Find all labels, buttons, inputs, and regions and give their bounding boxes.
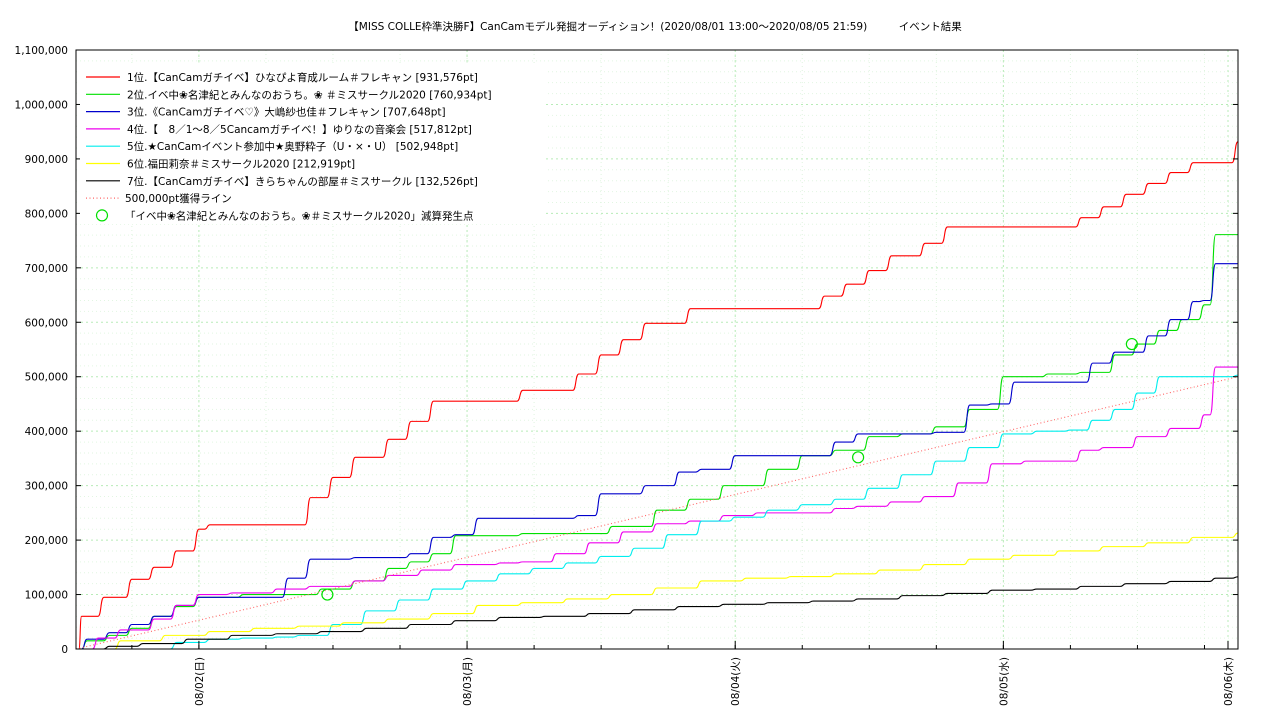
y-tick-label: 1,000,000 (15, 99, 68, 111)
x-tick-label: 08/03(月) (462, 657, 474, 706)
x-tick-label: 08/05(水) (998, 657, 1010, 706)
legend: 1位.【CanCamガチイベ】ひなぴよ育成ルーム＃フレキャン [931,576p… (80, 64, 545, 224)
y-tick-label: 200,000 (25, 535, 68, 547)
legend-marker-swatch (95, 209, 109, 222)
legend-label: 500,000pt獲得ライン (125, 192, 232, 205)
legend-label: 6位.福田莉奈＃ミスサークル2020 [212,919pt] (127, 158, 355, 171)
legend-label: 4位.【 8／1〜8／5Cancamガチイベ！】ゆりなの音楽会 [517,812… (127, 123, 472, 136)
series-line-7 (76, 576, 1239, 650)
decrease-marker (1125, 337, 1138, 351)
grid (76, 50, 1238, 649)
x-tick-label: 08/06(木) (1223, 657, 1235, 706)
series-line-6 (76, 532, 1239, 650)
legend-label: 1位.【CanCamガチイベ】ひなぴよ育成ルーム＃フレキャン [931,576p… (127, 71, 478, 84)
decrease-marker (852, 451, 865, 464)
legend-box (80, 64, 545, 224)
y-tick-label: 1,100,000 (15, 45, 68, 57)
y-tick-label: 400,000 (25, 426, 68, 438)
y-tick-label: 100,000 (25, 590, 68, 602)
series-line-5 (76, 374, 1239, 650)
y-tick-label: 600,000 (25, 317, 68, 329)
x-tick-label: 08/04(火) (730, 657, 742, 706)
y-tick-label: 0 (61, 644, 68, 656)
y-tick-label: 300,000 (25, 481, 68, 493)
series-line-3 (76, 263, 1238, 650)
marker-layer (321, 337, 1138, 601)
legend-label: 「イベ中❀名津紀とみんなのおうち。❀＃ミスサークル2020」減算発生点 (125, 209, 474, 222)
series-line-8 (75, 376, 1239, 650)
x-tick-label: 08/02(日) (194, 657, 206, 706)
chart-title: 【MISS COLLE枠準決勝F】CanCamモデル発掘オーディション！(202… (348, 20, 962, 33)
series-layer (75, 141, 1239, 650)
plot-frame (75, 49, 1239, 650)
legend-label: 3位.《CanCamガチイベ♡》大嶋紗也佳＃フレキャン [707,648pt] (127, 106, 446, 119)
legend-label: 7位.【CanCamガチイベ】きらちゃんの部屋＃ミスサークル [132,526p… (127, 175, 478, 188)
series-line-1 (76, 141, 1239, 650)
series-line-4 (76, 366, 1238, 650)
y-tick-label: 800,000 (25, 208, 68, 220)
y-tick-label: 900,000 (25, 154, 68, 166)
legend-label: 2位.イベ中❀名津紀とみんなのおうち。❀ ＃ミスサークル2020 [760,93… (127, 88, 492, 101)
decrease-marker (321, 588, 334, 601)
legend-label: 5位.★CanCamイベント参加中★奥野粋子（U・×・U） [502,948pt… (127, 140, 458, 153)
axes: 0 100,000 200,000 300,000 400,000 500,000 600,… (15, 45, 1238, 706)
y-tick-label: 500,000 (25, 372, 68, 384)
y-tick-label: 700,000 (25, 263, 68, 275)
